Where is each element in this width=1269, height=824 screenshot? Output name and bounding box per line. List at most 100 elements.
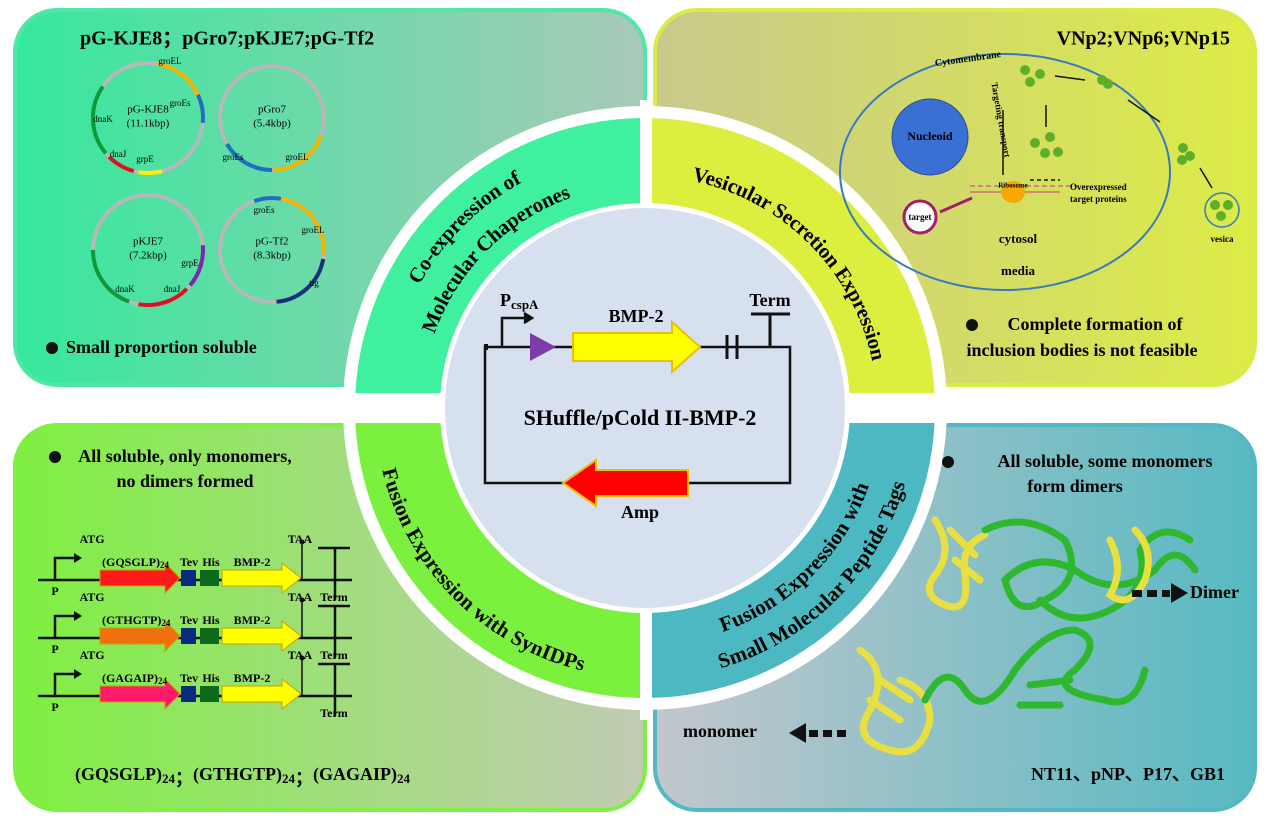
gene-label: groEL	[286, 152, 309, 162]
start-codon: ATG	[79, 532, 104, 546]
plasmid-name: pG-Tf2	[256, 236, 289, 248]
plasmid-size: (5.4kbp)	[253, 118, 291, 130]
stop-dot	[299, 597, 305, 603]
tag-arrow	[99, 561, 181, 595]
his-label: His	[202, 613, 220, 627]
tev-site	[181, 686, 196, 702]
gene-label: BMP-2	[234, 613, 271, 627]
gene-label: dnaJ	[110, 149, 127, 159]
plasmid-arc	[188, 245, 205, 287]
tag-repeat: 24	[161, 618, 171, 628]
tag-repeat: 24	[158, 676, 168, 686]
footer-repeat: 24	[397, 771, 411, 786]
label: cytosol	[999, 231, 1038, 246]
bullet	[49, 451, 61, 463]
his-label: His	[202, 671, 220, 685]
center-circle	[445, 208, 845, 608]
tev-site	[181, 570, 196, 586]
wedge	[355, 118, 645, 408]
label: Ribosome	[998, 182, 1028, 190]
plasmid-arc	[276, 258, 326, 304]
promoter-head	[74, 669, 82, 679]
label: target proteins	[1070, 194, 1127, 204]
plasmid-arc	[138, 169, 163, 175]
plasmid-arc	[253, 196, 282, 204]
plasmid-arc	[138, 287, 189, 307]
plasmid-arc	[157, 61, 200, 96]
his-tag	[200, 628, 219, 644]
construct-label: SHuffle/pCold II-BMP-2	[524, 405, 757, 430]
promoter	[53, 556, 78, 580]
stop-codon: TAA	[288, 648, 313, 662]
plasmid-arc	[107, 155, 135, 174]
his-tag	[200, 570, 219, 586]
plasmid-size: (8.3kbp)	[253, 250, 291, 262]
footer-tag: (GAGAIP)	[313, 764, 397, 785]
plasmid-size: (11.1kbp)	[127, 118, 170, 130]
wedge	[645, 408, 935, 698]
footer-tag: (GQSGLP)	[75, 764, 162, 785]
gene-label: dnaK	[115, 284, 135, 294]
gene-label: groEL	[302, 225, 325, 235]
plasmid-arc	[91, 85, 108, 155]
vesica	[1204, 192, 1240, 228]
target-plasmid	[902, 199, 938, 235]
his-label: His	[202, 555, 220, 569]
footer-repeat: 24	[162, 771, 176, 786]
terminator-label: Term	[320, 590, 348, 604]
tag-label: (GTHGTP)	[102, 613, 161, 627]
plasmids: pG-KJE8 (11.1kbp) groEL groEs dnaK dnaJ grpE pG…	[91, 56, 326, 307]
protein-dimer	[925, 516, 1199, 622]
tev-site	[181, 628, 196, 644]
node	[484, 344, 488, 350]
promoter-icon	[530, 333, 556, 361]
stop-dot	[299, 655, 305, 661]
gene-label: groEs	[223, 152, 244, 162]
tev-label: Tev	[180, 555, 198, 569]
promoter-head	[74, 611, 82, 621]
panel-title: pG-KJE8；pGro7;pKJE7;pG-Tf2	[80, 28, 374, 50]
plasmid-arc	[225, 142, 273, 172]
tag-arrow	[99, 677, 181, 711]
ribosome	[1001, 181, 1025, 203]
note: Small proportion soluble	[66, 337, 257, 357]
promoter-label: P	[500, 290, 511, 310]
gene-label: groEs	[254, 205, 275, 215]
start-codon: ATG	[79, 648, 104, 662]
tag-label: (GAGAIP)24	[102, 671, 168, 686]
monomer-arrow	[789, 723, 846, 743]
terminator-label: Term	[749, 290, 790, 310]
bullet	[966, 319, 978, 331]
stop-codon: TAA	[288, 590, 313, 604]
arrows	[1002, 75, 1213, 189]
note: no dimers formed	[117, 471, 254, 491]
tag-label: (GQSGLP)24	[102, 555, 170, 570]
wedge	[355, 408, 645, 698]
promoter	[53, 672, 78, 696]
tag-label: (GTHGTP)24	[102, 613, 171, 628]
gene-label: groEs	[170, 98, 191, 108]
label: target	[909, 212, 932, 222]
footer: (GQSGLP)24；(GTHGTP)24；(GAGAIP)24	[75, 764, 411, 788]
note: All soluble, only monomers,	[78, 446, 292, 466]
gene-arrow	[572, 319, 702, 375]
gene-label: groEL	[159, 56, 182, 66]
plasmid-arc	[280, 196, 326, 255]
gene-label: BMP-2	[609, 306, 664, 326]
footer-repeat: 24	[282, 771, 296, 786]
bullet	[942, 456, 954, 468]
tag-arrow	[99, 619, 181, 653]
marker-arrow	[561, 458, 689, 508]
plasmid-name: pKJE7	[133, 236, 163, 248]
note: form dimers	[1027, 476, 1122, 496]
note: All soluble, some monomers	[998, 451, 1213, 471]
promoter-sub: cspA	[511, 297, 539, 312]
gene-label: dnaK	[93, 114, 113, 124]
promoter-head	[74, 553, 82, 563]
note: Complete formation of	[1008, 314, 1184, 334]
stop-codon: TAA	[288, 532, 313, 546]
label: vesica	[1211, 234, 1234, 244]
